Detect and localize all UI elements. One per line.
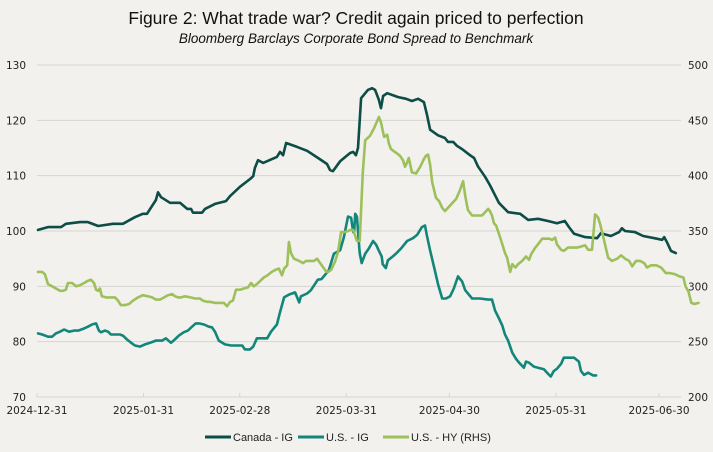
legend-item: Canada - IG <box>205 432 293 444</box>
x-tick-label: 2024-12-31 <box>6 405 67 417</box>
left-tick-label: 70 <box>13 392 26 404</box>
right-tick-label: 450 <box>688 115 708 127</box>
x-tick-label: 2025-06-30 <box>628 405 689 417</box>
left-tick-label: 80 <box>13 337 26 349</box>
x-tick-label: 2025-02-28 <box>209 405 270 417</box>
x-tick-label: 2025-01-31 <box>113 405 174 417</box>
x-tick-label: 2025-04-30 <box>419 405 480 417</box>
legend-item: U.S. - IG <box>298 432 369 444</box>
left-tick-label: 90 <box>13 281 26 293</box>
legend-label: U.S. - IG <box>326 432 369 444</box>
chart-subtitle: Bloomberg Barclays Corporate Bond Spread… <box>179 31 534 46</box>
right-tick-label: 400 <box>688 171 708 183</box>
right-tick-label: 300 <box>688 281 708 293</box>
left-tick-label: 100 <box>6 226 26 238</box>
left-tick-label: 110 <box>6 171 26 183</box>
right-tick-label: 250 <box>688 337 708 349</box>
series-lines <box>36 86 700 378</box>
right-tick-label: 350 <box>688 226 708 238</box>
left-y-axis: 70 80 90 100 110 120 130 <box>6 60 26 404</box>
x-axis: 2024-12-31 2025-01-31 2025-02-28 2025-03-31… <box>6 393 690 417</box>
series-line-canada-ig <box>36 86 678 255</box>
legend-label: Canada - IG <box>233 432 293 444</box>
right-y-axis: 200 250 300 350 400 450 500 <box>688 60 708 404</box>
legend-item: U.S. - HY (RHS) <box>383 432 491 444</box>
left-tick-label: 130 <box>6 60 26 72</box>
series-line-u-s-hy-rhs <box>36 115 700 308</box>
x-tick-label: 2025-05-31 <box>525 405 586 417</box>
right-tick-label: 500 <box>688 60 708 72</box>
series-line-u-s-ig <box>36 212 598 378</box>
left-tick-label: 120 <box>6 115 26 127</box>
legend-label: U.S. - HY (RHS) <box>411 432 491 444</box>
legend: Canada - IG U.S. - IG U.S. - HY (RHS) <box>205 432 491 444</box>
right-tick-label: 200 <box>688 392 708 404</box>
x-tick-label: 2025-03-31 <box>316 405 377 417</box>
chart-title: Figure 2: What trade war? Credit again p… <box>128 8 583 28</box>
